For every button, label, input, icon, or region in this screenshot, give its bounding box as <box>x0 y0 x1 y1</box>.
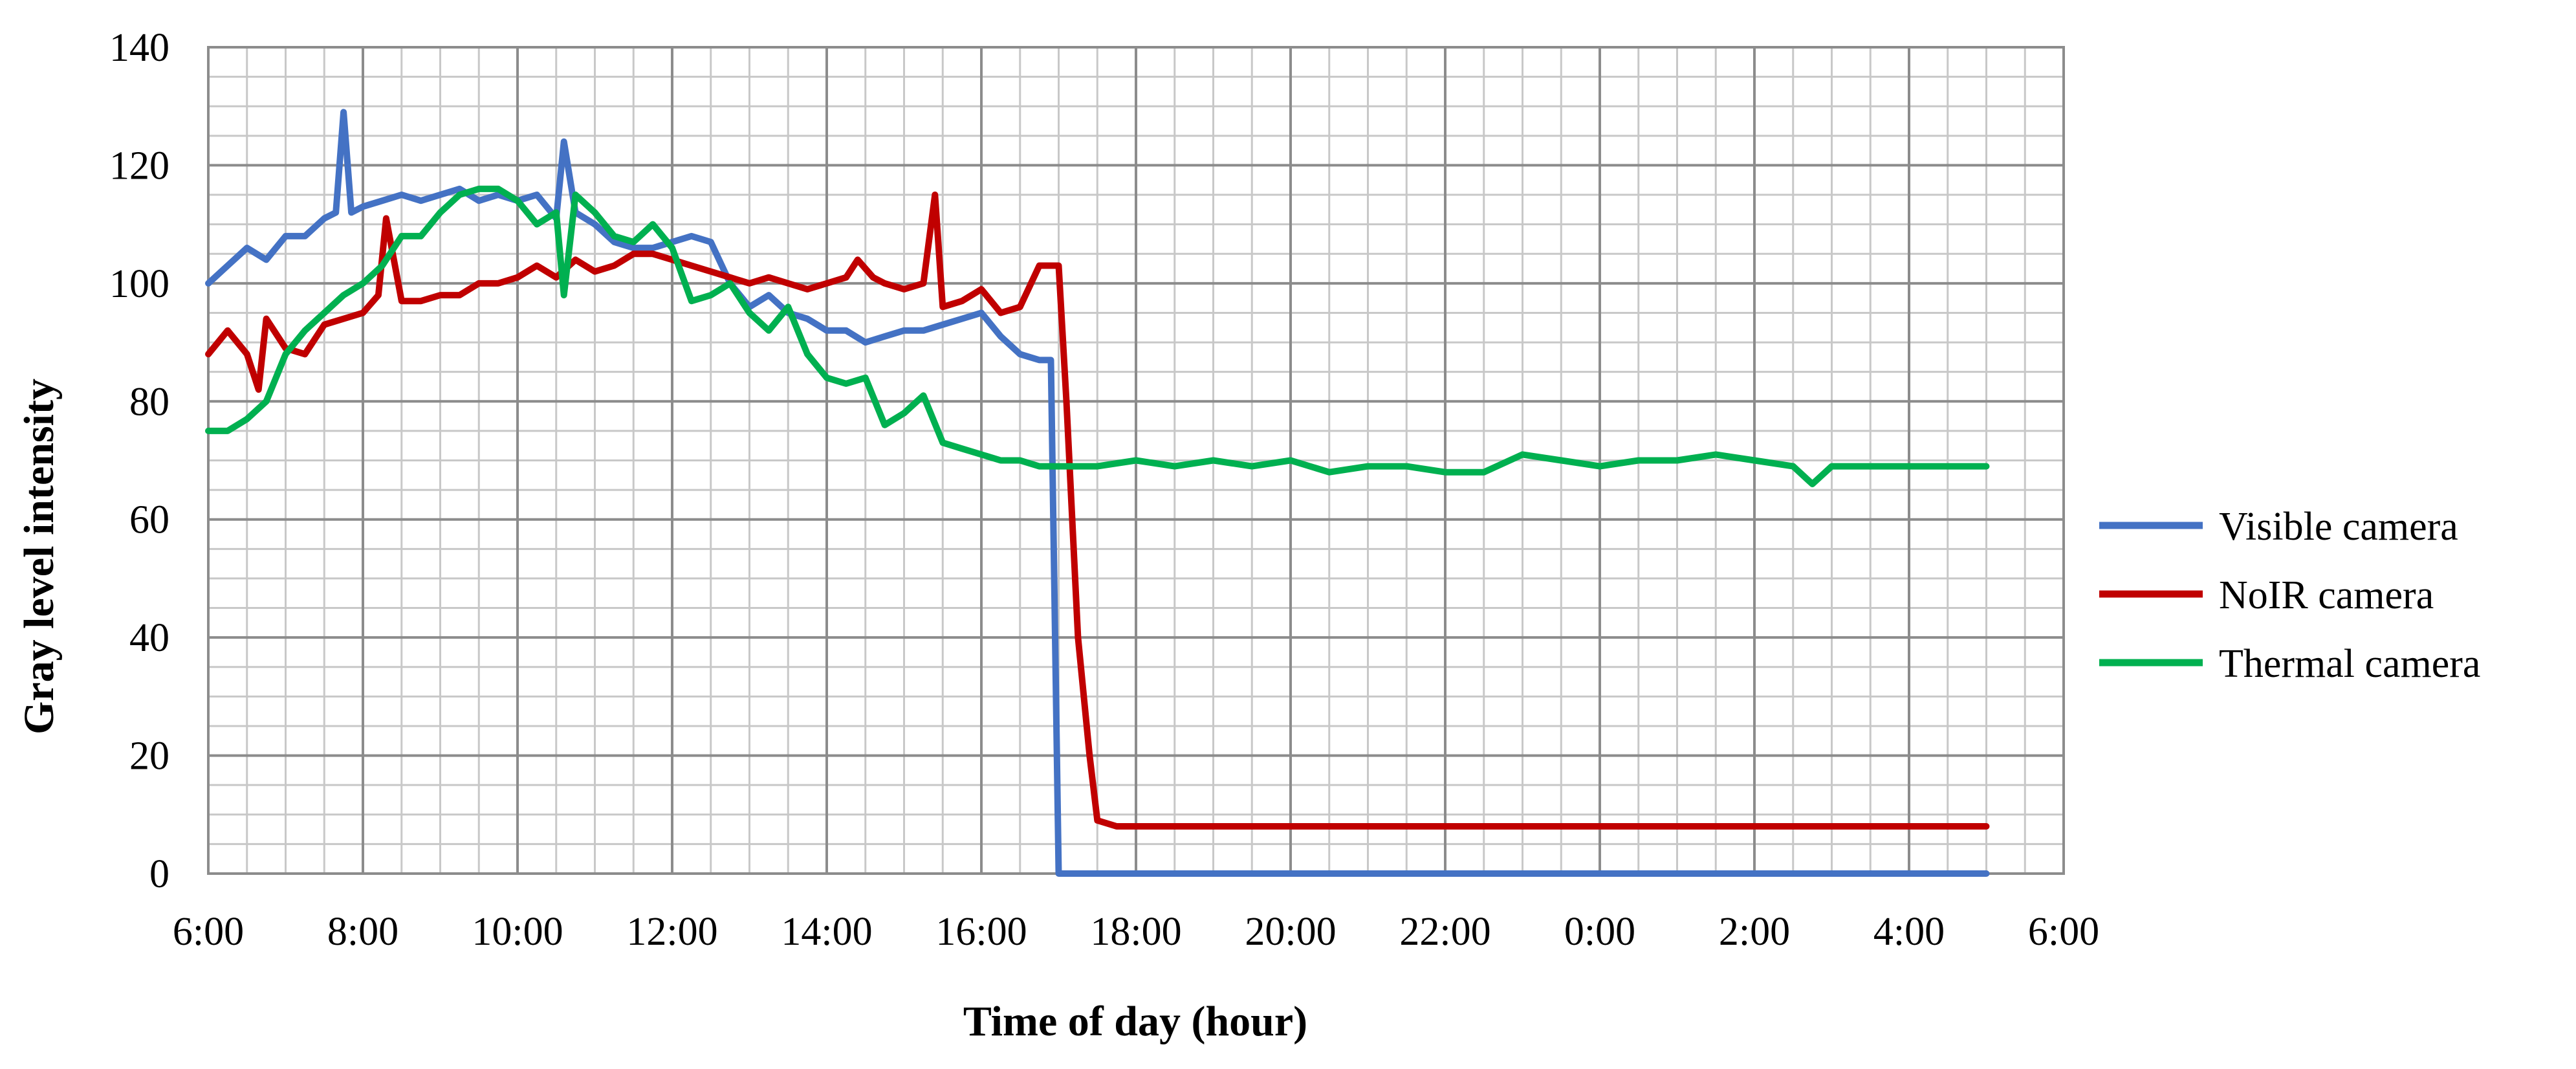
x-axis-title: Time of day (hour) <box>963 998 1307 1045</box>
y-axis-title: Gray level intensity <box>16 379 63 734</box>
legend-label-thermal-camera: Thermal camera <box>2219 642 2480 686</box>
y-tick-label: 20 <box>129 734 169 778</box>
x-tick-label: 12:00 <box>626 910 717 954</box>
y-tick-label: 140 <box>109 26 169 70</box>
x-tick-label: 20:00 <box>1245 910 1336 954</box>
x-tick-label: 6:00 <box>2028 910 2099 954</box>
x-tick-label: 2:00 <box>1719 910 1790 954</box>
x-tick-label: 22:00 <box>1399 910 1490 954</box>
x-tick-label: 0:00 <box>1564 910 1635 954</box>
x-tick-label: 16:00 <box>935 910 1027 954</box>
legend-label-visible-camera: Visible camera <box>2219 505 2458 549</box>
x-tick-label: 18:00 <box>1090 910 1181 954</box>
series-line-visible-camera <box>205 109 1990 877</box>
legend-label-noir-camera: NoIR camera <box>2219 573 2434 617</box>
y-tick-label: 120 <box>109 144 169 188</box>
x-tick-label: 4:00 <box>1873 910 1945 954</box>
y-tick-label: 80 <box>129 380 169 424</box>
series-line-noir-camera <box>205 192 1990 830</box>
x-tick-label: 8:00 <box>327 910 398 954</box>
series-line-thermal-camera <box>205 185 1990 487</box>
y-tick-label: 0 <box>149 852 169 896</box>
x-axis-tick-labels: 6:00 8:00 10:00 12:00 14:00 16:00 18:00 20:00 22… <box>173 910 2099 954</box>
x-tick-label: 10:00 <box>472 910 563 954</box>
series-lines <box>205 109 1990 877</box>
y-tick-label: 100 <box>109 262 169 306</box>
y-tick-label: 60 <box>129 498 169 542</box>
x-tick-label: 6:00 <box>173 910 244 954</box>
y-tick-label: 40 <box>129 616 169 660</box>
legend: Visible camera NoIR camera Thermal camera <box>2099 505 2480 686</box>
y-axis-tick-labels: 0 20 40 60 80 100 120 140 <box>109 26 169 896</box>
x-tick-label: 14:00 <box>781 910 872 954</box>
